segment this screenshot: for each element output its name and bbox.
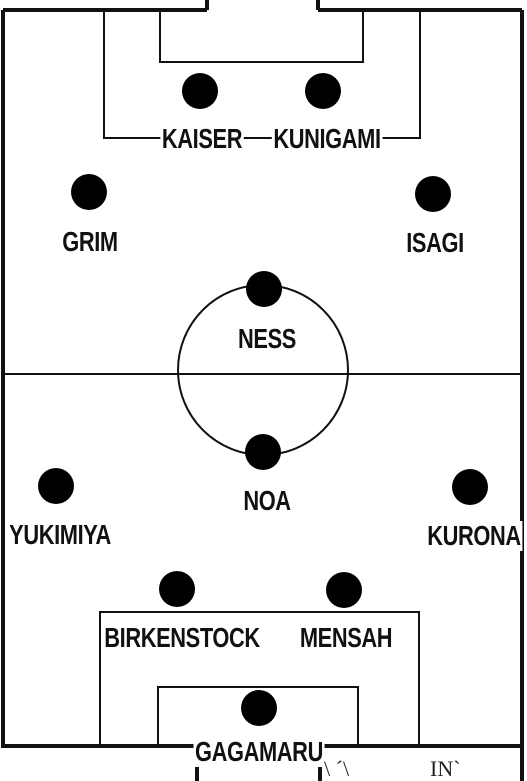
center-circle: [177, 284, 349, 456]
player-label-grim: GRIM: [60, 226, 120, 257]
player-dot-kunigami: [305, 73, 341, 109]
player-dot-birkenstock: [159, 571, 195, 607]
player-dot-gagamaru: [241, 690, 277, 726]
player-dot-ness: [246, 271, 282, 307]
player-label-isagi: ISAGI: [404, 227, 466, 258]
player-label-ness: NESS: [236, 323, 298, 354]
top-penalty-box: [103, 10, 421, 139]
top-goal-box: [159, 10, 364, 63]
bottom-penalty-box: [99, 611, 420, 746]
player-dot-mensah: [326, 572, 362, 608]
player-dot-kaiser: [182, 73, 218, 109]
player-label-birkenstock: BIRKENSTOCK: [102, 622, 262, 653]
player-label-kaiser: KAISER: [160, 123, 244, 154]
player-label-kurona: KURONA: [425, 520, 523, 551]
bottom-goal-box: [157, 686, 359, 746]
player-dot-isagi: [415, 176, 451, 212]
player-dot-noa: [245, 434, 281, 470]
player-dot-grim: [71, 174, 107, 210]
player-dot-kurona: [452, 469, 488, 505]
player-label-noa: NOA: [241, 485, 293, 516]
scribble-marks-right: IN`: [430, 756, 461, 781]
scribble-marks-left: \ ´\: [324, 756, 350, 781]
player-label-yukimiya: YUKIMIYA: [7, 519, 113, 550]
player-label-kunigami: KUNIGAMI: [271, 123, 383, 154]
player-dot-yukimiya: [38, 468, 74, 504]
player-label-mensah: MENSAH: [298, 622, 394, 653]
player-label-gagamaru: GAGAMARU: [193, 736, 325, 767]
